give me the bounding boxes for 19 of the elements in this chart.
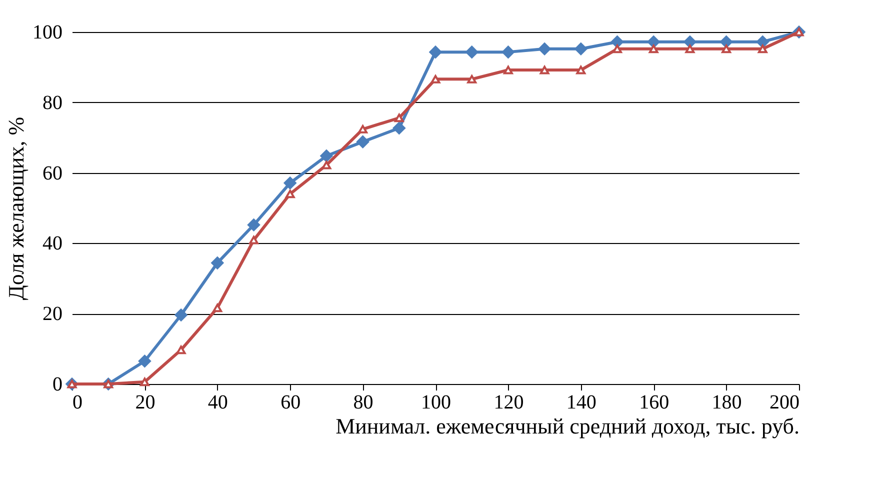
y-axis-title: Доля желающих, % (4, 116, 28, 300)
x-tick-label: 40 (208, 392, 228, 414)
x-tick-label: 120 (494, 392, 524, 414)
x-tick-label: 0 (72, 392, 82, 414)
x-axis-title: Минимал. ежемесячный средний доход, тыс. руб. (336, 414, 800, 438)
x-tick-label: 180 (712, 392, 742, 414)
y-tick-label: 0 (52, 374, 62, 396)
x-tick-label: 200 (770, 392, 800, 414)
x-tick-label: 160 (639, 392, 670, 414)
x-tick-label: 100 (421, 392, 451, 414)
y-tick-label: 40 (42, 232, 62, 255)
y-tick-label: 100 (32, 22, 62, 44)
x-tick-label: 80 (353, 392, 374, 414)
x-tick-label: 140 (566, 392, 596, 414)
y-tick-label: 80 (42, 92, 62, 114)
x-tick-label: 60 (280, 392, 301, 414)
y-tick-label: 20 (42, 303, 62, 326)
y-tick-label: 60 (42, 162, 62, 184)
x-tick-label: 20 (135, 392, 156, 414)
